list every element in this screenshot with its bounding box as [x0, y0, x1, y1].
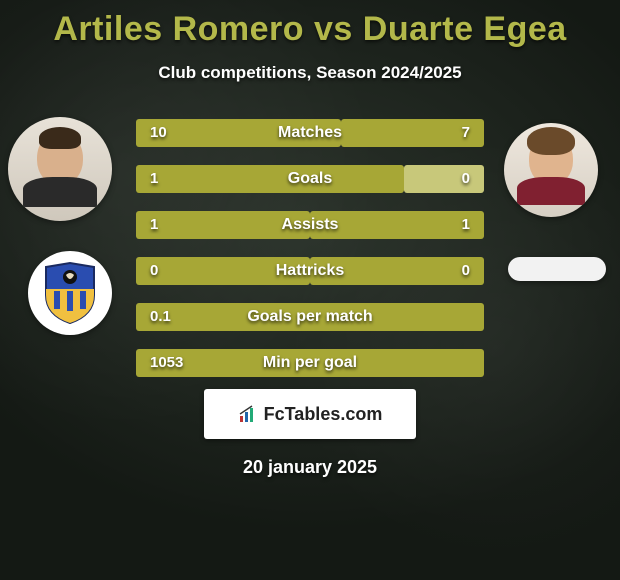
stat-value-right: 1 — [462, 211, 470, 239]
stat-value-right: 0 — [462, 165, 470, 193]
bar-right — [310, 211, 484, 239]
bar-left — [136, 211, 310, 239]
title-player1: Artiles Romero — [53, 10, 304, 48]
stat-value-left: 0 — [150, 257, 158, 285]
brand-badge: FcTables.com — [204, 389, 416, 439]
shield-icon — [42, 261, 98, 325]
title-player2: Duarte Egea — [363, 10, 567, 48]
club-badge-right — [508, 257, 606, 281]
bar-left — [136, 349, 484, 377]
stat-bars: 107Matches10Goals11Assists00Hattricks0.1… — [136, 115, 484, 391]
stat-row: 0.1Goals per match — [136, 299, 484, 333]
title-vs: vs — [314, 10, 353, 48]
bar-right — [404, 165, 484, 193]
stat-row: 1053Min per goal — [136, 345, 484, 379]
date-text: 20 january 2025 — [0, 457, 620, 478]
club-badge-left — [28, 251, 112, 335]
stat-value-left: 1 — [150, 165, 158, 193]
stat-value-left: 1 — [150, 211, 158, 239]
stat-row: 00Hattricks — [136, 253, 484, 287]
bar-left — [136, 303, 484, 331]
fctables-logo-icon — [238, 404, 258, 424]
stat-value-left: 10 — [150, 119, 167, 147]
stat-value-right: 0 — [462, 257, 470, 285]
player-avatar-right — [504, 123, 598, 217]
stat-value-left: 1053 — [150, 349, 183, 377]
stat-row: 10Goals — [136, 161, 484, 195]
stats-area: 107Matches10Goals11Assists00Hattricks0.1… — [0, 117, 620, 377]
stat-row: 107Matches — [136, 115, 484, 149]
player-avatar-left — [8, 117, 112, 221]
page-title: Artiles Romero vs Duarte Egea — [0, 10, 620, 49]
bar-right — [310, 257, 484, 285]
stat-value-right: 7 — [462, 119, 470, 147]
bar-left — [136, 165, 404, 193]
stat-value-left: 0.1 — [150, 303, 171, 331]
comparison-card: Artiles Romero vs Duarte Egea Club compe… — [0, 0, 620, 580]
stat-row: 11Assists — [136, 207, 484, 241]
brand-text: FcTables.com — [264, 404, 383, 425]
subtitle: Club competitions, Season 2024/2025 — [0, 63, 620, 83]
bar-left — [136, 257, 310, 285]
